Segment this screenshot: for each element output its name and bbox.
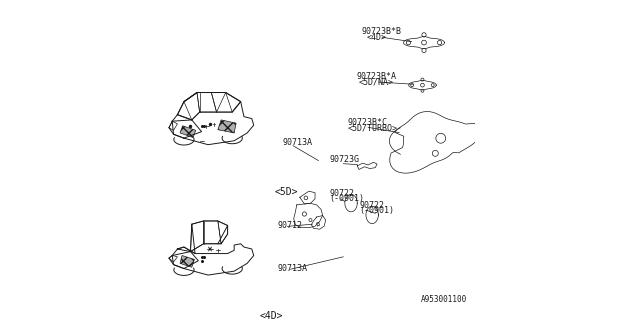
Polygon shape [180,255,195,267]
Text: 90723G: 90723G [330,155,359,164]
Text: 90723B*B: 90723B*B [362,27,402,36]
Text: 90713A: 90713A [277,264,307,273]
Text: <5D>: <5D> [275,187,298,197]
Polygon shape [180,126,196,138]
Text: 90722: 90722 [330,189,355,198]
Text: <4D>: <4D> [367,33,387,42]
Text: (-0901): (-0901) [330,194,364,203]
Text: 90723B*C: 90723B*C [348,118,387,127]
Text: A953001100: A953001100 [421,295,467,304]
Text: 90722: 90722 [360,201,385,210]
Text: 90712: 90712 [277,221,302,230]
Text: (-0901): (-0901) [360,206,395,215]
Text: <4D>: <4D> [259,311,283,320]
Text: 90723B*A: 90723B*A [356,72,397,81]
Text: 90713A: 90713A [282,138,312,147]
Text: <5D/NA>: <5D/NA> [358,77,393,86]
Polygon shape [218,120,236,133]
Text: <5D/TURBO>: <5D/TURBO> [348,123,397,132]
